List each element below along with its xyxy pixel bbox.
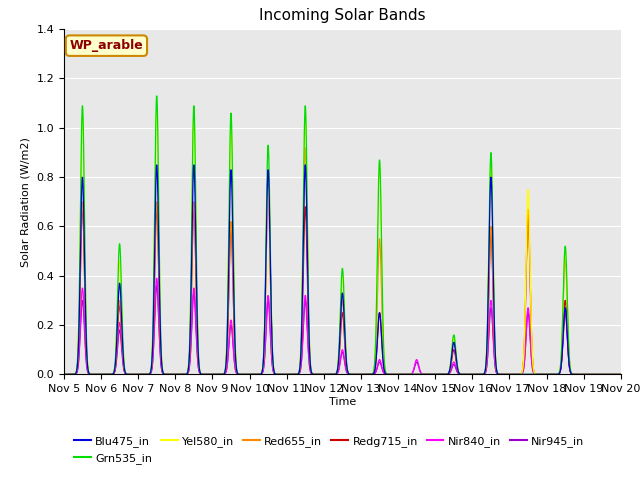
Y-axis label: Solar Radiation (W/m2): Solar Radiation (W/m2): [21, 137, 31, 266]
Title: Incoming Solar Bands: Incoming Solar Bands: [259, 9, 426, 24]
Text: WP_arable: WP_arable: [70, 39, 143, 52]
Legend: Blu475_in, Grn535_in, Yel580_in, Red655_in, Redg715_in, Nir840_in, Nir945_in: Blu475_in, Grn535_in, Yel580_in, Red655_…: [70, 432, 589, 468]
X-axis label: Time: Time: [329, 397, 356, 407]
